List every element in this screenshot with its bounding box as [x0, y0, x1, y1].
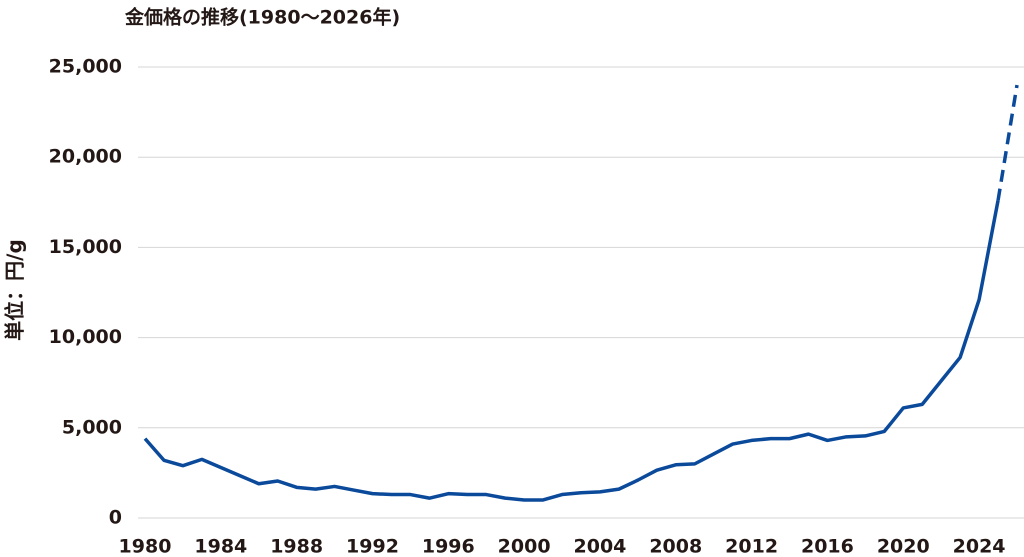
x-tick-label: 1980: [119, 536, 172, 557]
x-tick-label: 2012: [725, 536, 778, 557]
y-tick-label: 10,000: [49, 326, 122, 348]
line: [996, 84, 1019, 201]
x-tick-label: 1996: [422, 536, 475, 557]
line: [143, 200, 1000, 502]
y-tick-label: 25,000: [49, 56, 122, 78]
chart-title: 金価格の推移(1980〜2026年): [124, 6, 400, 29]
x-tick-label: 2016: [801, 536, 854, 557]
x-tick-label: 2004: [574, 536, 627, 557]
x-tick-label: 1992: [346, 536, 399, 557]
y-tick-label: 0: [109, 507, 122, 529]
x-tick-label: 2024: [953, 536, 1006, 557]
x-tick-label: 2000: [498, 536, 551, 557]
y-tick-label: 5,000: [62, 416, 122, 438]
y-axis-label: 単位：円/g: [3, 239, 27, 341]
x-tick-label: 1988: [270, 536, 323, 557]
x-tick-label: 1984: [194, 536, 247, 557]
y-tick-label: 20,000: [49, 146, 122, 168]
x-tick-label: 2020: [877, 536, 930, 557]
y-tick-label: 15,000: [49, 236, 122, 258]
x-tick-label: 2008: [649, 536, 702, 557]
